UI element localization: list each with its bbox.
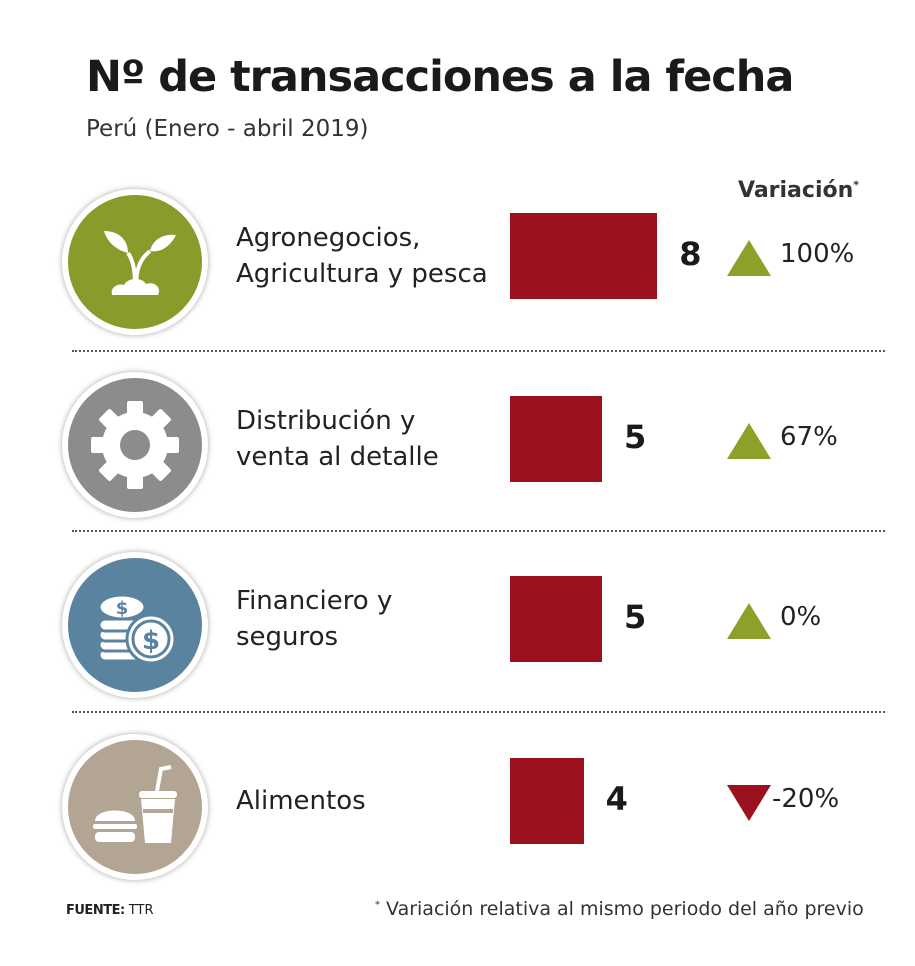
category-label: Financiero y seguros	[236, 586, 393, 652]
bar-value-label: 5	[624, 598, 647, 636]
footnote: * Variación relativa al mismo periodo de…	[375, 898, 864, 920]
bar	[510, 213, 658, 299]
bar-value-label: 8	[679, 235, 702, 273]
bar	[510, 396, 602, 482]
category-label: Distribución y venta al detalle	[236, 406, 439, 472]
bar	[510, 576, 602, 662]
source-label: FUENTE:	[66, 903, 125, 918]
divider	[72, 711, 885, 713]
sprout-icon	[62, 189, 208, 335]
triangle-up-icon	[727, 423, 771, 463]
source: FUENTE: TTR	[66, 903, 153, 918]
source-value: TTR	[128, 903, 154, 918]
variation-marker: *	[853, 178, 860, 192]
category-row: Agronegocios, Agricultura y pesca 8 100%	[0, 185, 915, 335]
triangle-up-icon	[727, 240, 771, 280]
gear-icon	[62, 372, 208, 518]
divider	[72, 530, 885, 532]
bar	[510, 758, 584, 844]
triangle-up-icon	[727, 603, 771, 643]
footnote-marker: *	[375, 899, 380, 911]
category-label: Agronegocios, Agricultura y pesca	[236, 223, 488, 289]
divider	[72, 350, 885, 352]
bar-value-label: 4	[605, 780, 628, 818]
variation-value: 0%	[780, 602, 822, 632]
bar-value-label: 5	[624, 418, 647, 456]
burger-drink-icon	[62, 734, 208, 880]
category-label: Alimentos	[236, 786, 366, 816]
variation-value: -20%	[772, 784, 840, 814]
triangle-down-icon	[727, 785, 771, 825]
chart-subtitle: Perú (Enero - abril 2019)	[86, 116, 369, 142]
category-row: Distribución y venta al detalle 5 67%	[0, 368, 915, 518]
variation-value: 67%	[780, 422, 838, 452]
variation-value: 100%	[780, 239, 855, 269]
coins-dollar-icon: $ $	[62, 552, 208, 698]
category-row: Alimentos 4 -20%	[0, 730, 915, 880]
variation-header-text: Variación	[738, 178, 854, 203]
svg-text:$: $	[116, 598, 129, 619]
svg-text:$: $	[142, 626, 160, 656]
footnote-text: Variación relativa al mismo periodo del …	[386, 898, 864, 920]
variation-header: Variación*	[738, 178, 859, 203]
category-row: $ $ Financiero y seguros 5 0%	[0, 548, 915, 698]
chart-title: Nº de transacciones a la fecha	[86, 52, 794, 102]
